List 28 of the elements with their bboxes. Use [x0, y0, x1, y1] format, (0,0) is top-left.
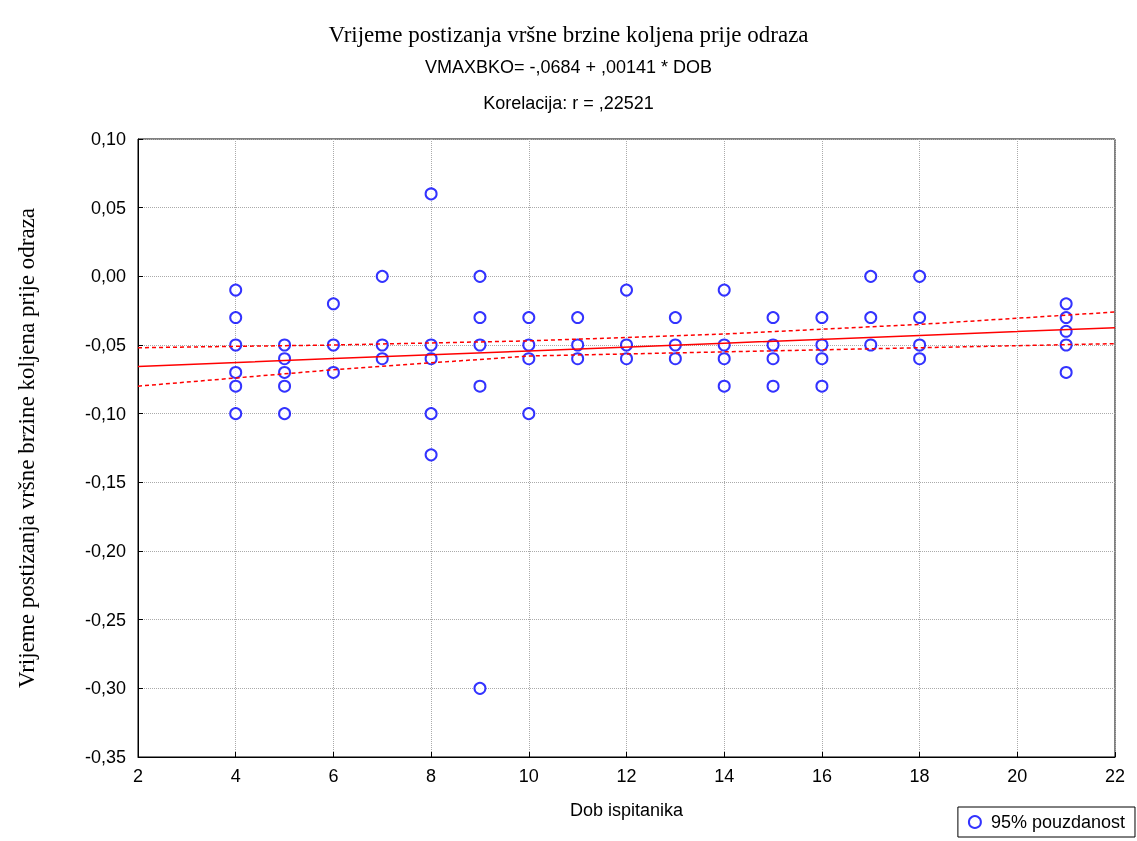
- x-tick-label: 2: [132, 766, 144, 786]
- y-tick-label: 0,00: [90, 266, 126, 287]
- y-tick-label: -0,15: [84, 472, 126, 493]
- y-tick-label: -0,30: [84, 678, 126, 699]
- x-tick-label: 10: [518, 766, 539, 786]
- x-tick-label: 16: [811, 766, 832, 786]
- y-tick-label: -0,10: [84, 403, 126, 424]
- y-tick-label: -0,35: [84, 747, 126, 767]
- legend-label: 95% pouzdanost: [990, 812, 1126, 832]
- y-axis-title: Vrijeme postizanja vršne brzine koljena prije odraza: [14, 207, 39, 689]
- x-tick-label: 22: [1104, 766, 1126, 786]
- chart-title: Vrijeme postizanja vršne brzine koljena prije odraza: [328, 22, 809, 47]
- text: Korelacija: r = ,22521: [483, 93, 654, 113]
- x-tick-label: 4: [230, 766, 241, 786]
- x-axis-title: Dob ispitanika: [569, 800, 685, 820]
- y-tick-label: -0,25: [84, 609, 126, 630]
- y-tick-label: 0,10: [90, 129, 126, 149]
- x-tick-label: 14: [714, 766, 735, 786]
- x-tick-label: 6: [328, 766, 339, 786]
- y-tick-label: 0,05: [90, 197, 126, 218]
- chart-subtitle: VMAXBKO= -,0684 + ,00141 * DOB: [424, 57, 713, 77]
- x-tick-label: 18: [909, 766, 930, 786]
- x-tick-label: 12: [616, 766, 637, 786]
- x-tick-label: 20: [1007, 766, 1028, 786]
- line-series: [137, 326, 1116, 368]
- y-tick-label: -0,20: [84, 541, 126, 561]
- y-tick-label: -0,05: [84, 335, 126, 355]
- x-tick-label: 8: [426, 766, 437, 786]
